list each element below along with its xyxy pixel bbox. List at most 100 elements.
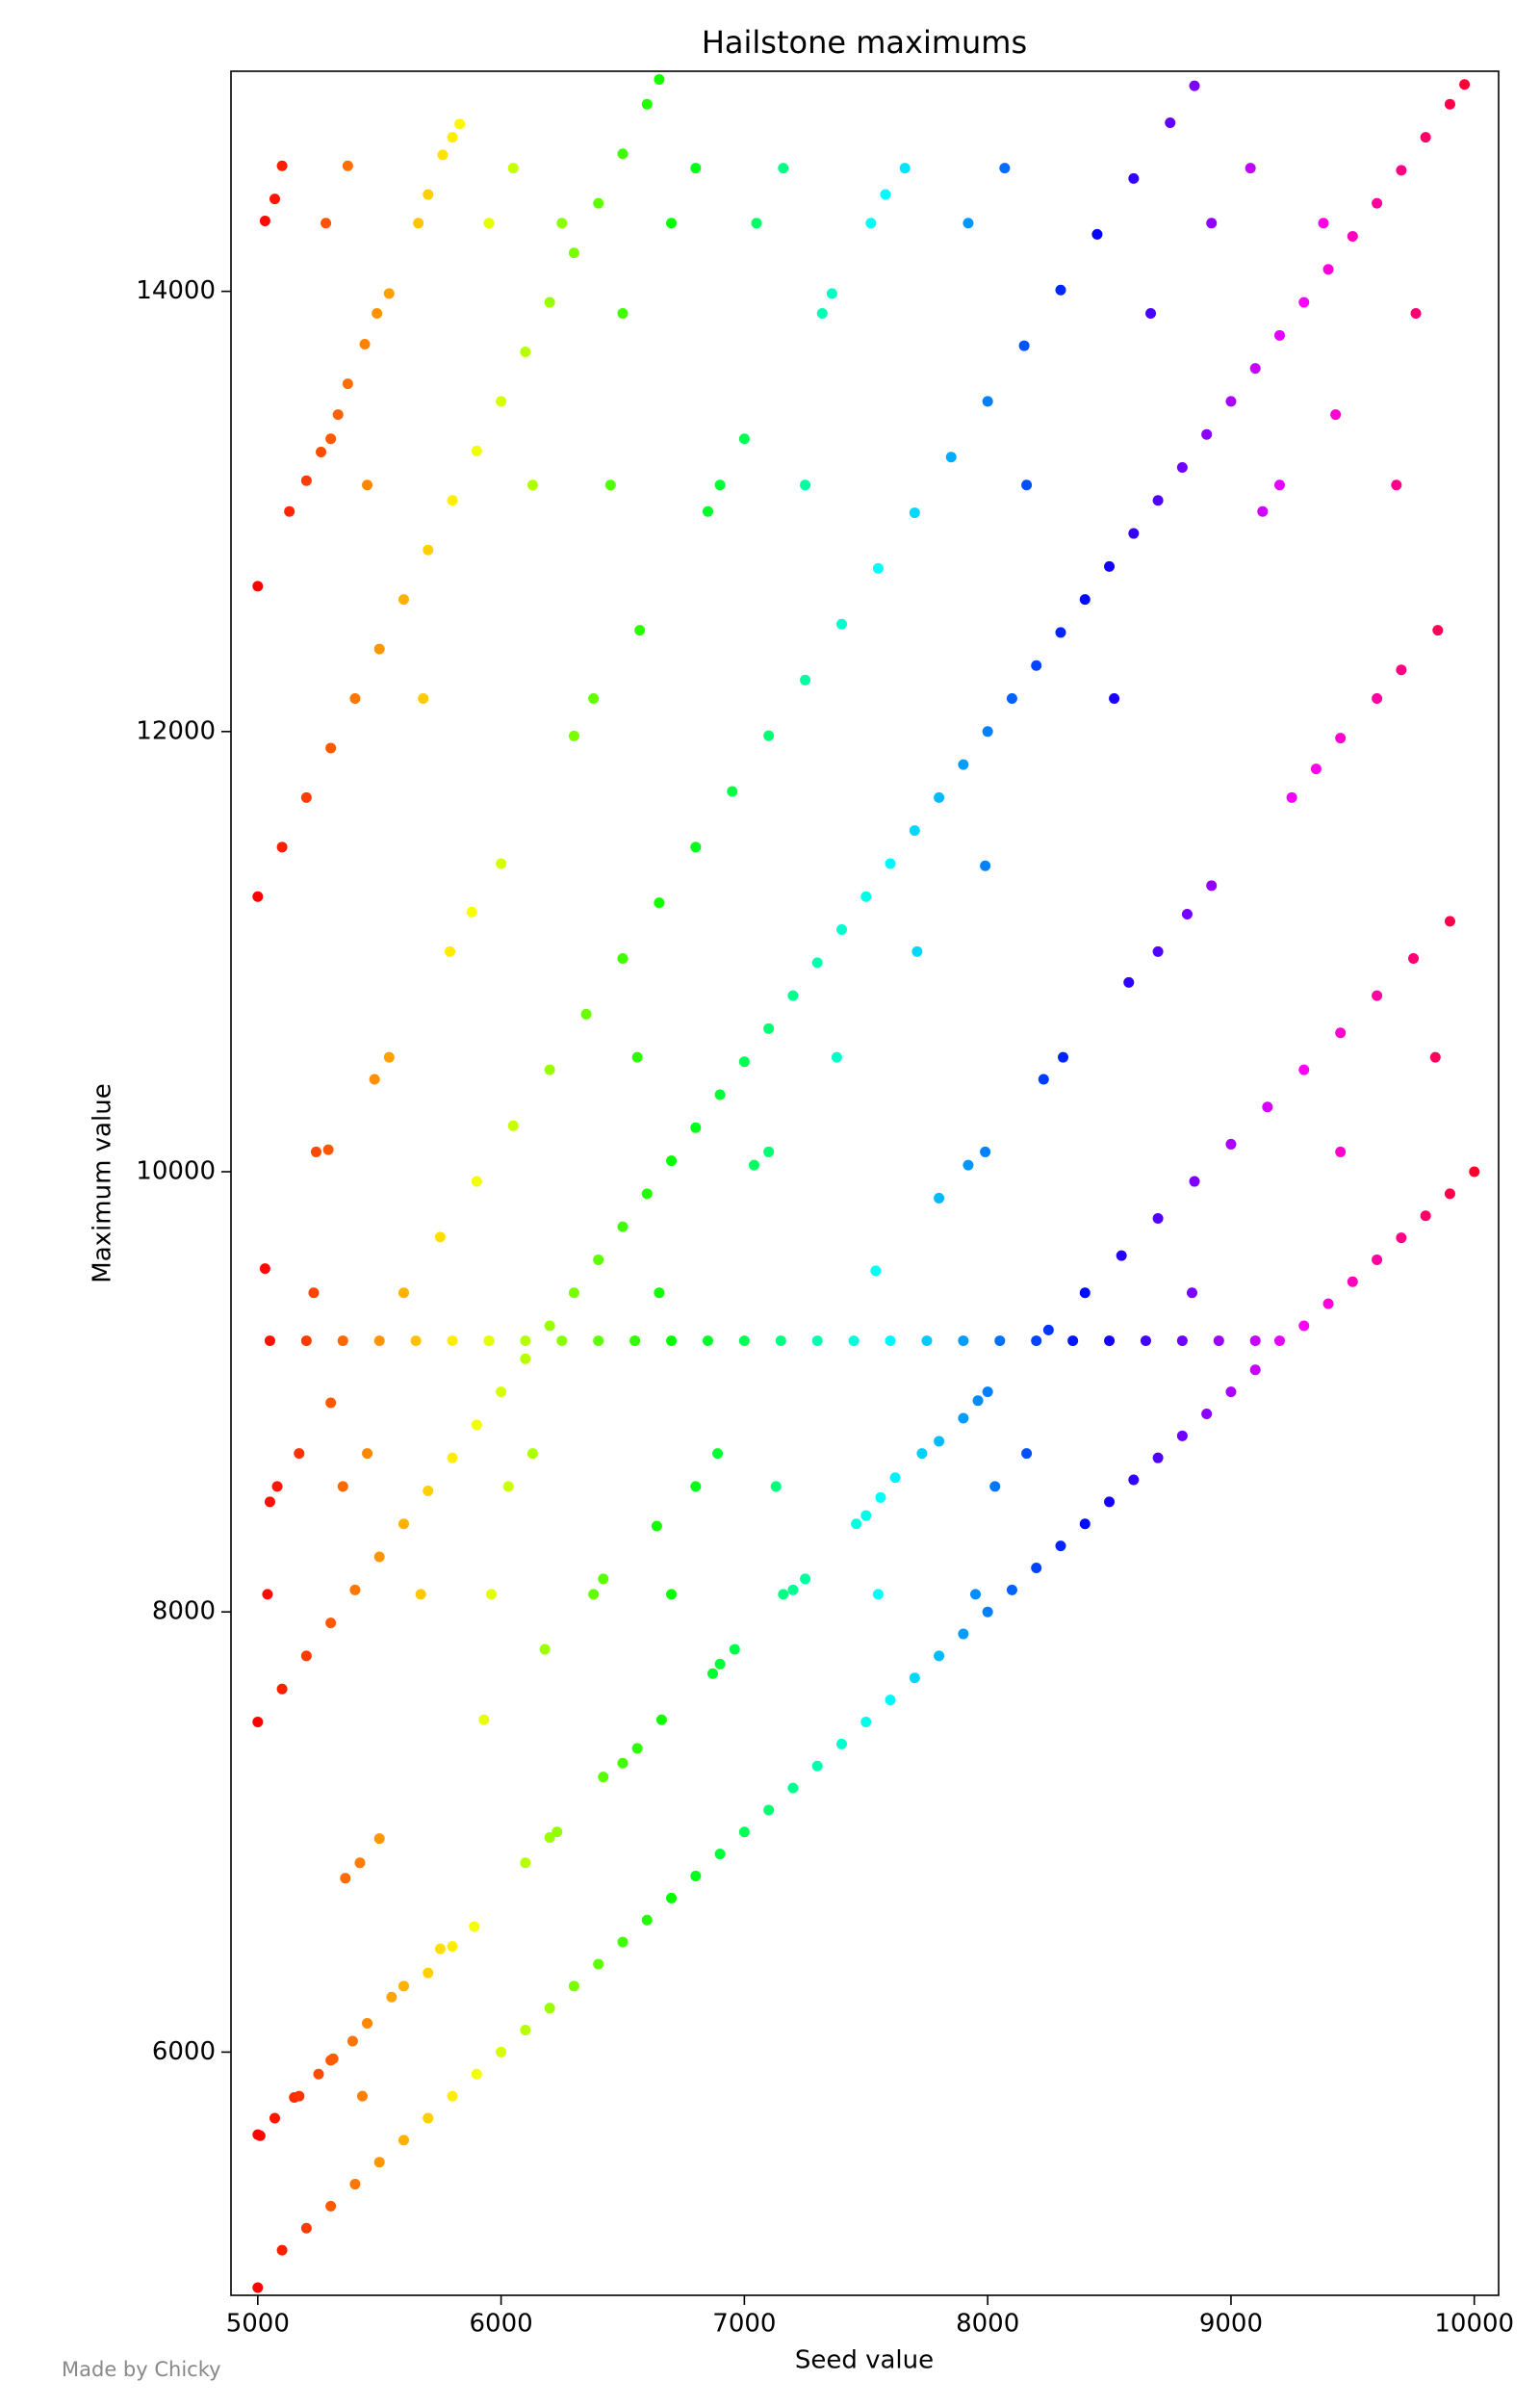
point	[386, 1991, 398, 2003]
point	[1055, 1540, 1066, 1552]
point	[934, 1192, 945, 1204]
point	[1128, 1474, 1140, 1486]
point	[631, 1051, 643, 1063]
point	[972, 1395, 984, 1407]
chart-title: Hailstone maximums	[702, 24, 1027, 61]
point	[544, 1832, 555, 1844]
point	[1459, 79, 1471, 91]
point	[1079, 594, 1091, 606]
point	[1318, 218, 1329, 229]
point	[373, 643, 385, 655]
point	[714, 1089, 726, 1100]
point	[860, 891, 872, 902]
point	[714, 1658, 726, 1669]
point	[641, 1914, 653, 1926]
x-tick-label: 7000	[712, 2310, 776, 2339]
point	[1396, 165, 1407, 176]
point	[588, 693, 600, 705]
point	[1128, 172, 1140, 184]
point	[284, 505, 295, 517]
point	[654, 897, 665, 909]
point	[1286, 791, 1297, 803]
point	[816, 307, 828, 319]
point	[763, 1804, 775, 1816]
point	[373, 2157, 385, 2168]
point	[1055, 284, 1066, 296]
point	[362, 479, 373, 491]
point	[373, 1833, 385, 1845]
point	[778, 163, 789, 174]
point	[373, 1551, 385, 1563]
point	[264, 1335, 275, 1347]
point	[254, 2130, 266, 2141]
point	[349, 1584, 361, 1595]
footer-note: Made by Chicky	[62, 2358, 221, 2381]
point	[346, 2035, 358, 2047]
point	[423, 1967, 434, 1979]
point	[526, 479, 538, 491]
point	[316, 446, 327, 457]
point	[702, 1335, 713, 1347]
point	[423, 189, 434, 200]
point	[1067, 1335, 1079, 1347]
point	[300, 1650, 312, 1662]
point	[383, 1051, 395, 1063]
point	[1201, 1408, 1213, 1419]
point	[1213, 1335, 1224, 1347]
point	[496, 858, 507, 869]
point	[423, 2112, 434, 2124]
point	[483, 1335, 495, 1347]
point	[835, 924, 847, 936]
point	[690, 1871, 702, 1882]
point	[593, 1335, 604, 1347]
point	[568, 730, 579, 741]
point	[958, 1412, 969, 1424]
point	[1189, 80, 1200, 91]
point	[369, 1074, 380, 1085]
point	[1206, 880, 1218, 892]
point	[325, 2200, 337, 2212]
point	[270, 2112, 281, 2124]
point	[1079, 1518, 1091, 1530]
point	[471, 445, 482, 456]
point	[1273, 1335, 1285, 1347]
point	[1055, 627, 1066, 638]
point	[580, 1008, 592, 1020]
point	[770, 1481, 782, 1492]
point	[469, 1921, 480, 1932]
point	[1444, 916, 1455, 927]
point	[454, 118, 466, 130]
point	[1391, 479, 1402, 491]
point	[1347, 230, 1358, 242]
point	[1396, 664, 1407, 676]
point	[690, 1481, 702, 1492]
point	[909, 507, 920, 519]
point	[641, 1188, 653, 1200]
point	[1249, 1364, 1261, 1376]
point	[899, 163, 911, 174]
point	[870, 1265, 882, 1277]
point	[655, 1714, 667, 1725]
point	[1165, 116, 1176, 128]
point	[1104, 560, 1116, 572]
point	[666, 1155, 678, 1167]
point	[835, 618, 847, 630]
point	[702, 505, 713, 517]
point	[445, 945, 456, 957]
point	[310, 1146, 321, 1157]
point	[357, 2090, 369, 2102]
point	[413, 218, 424, 229]
point	[325, 433, 337, 445]
point	[1225, 1138, 1237, 1150]
point	[1104, 1335, 1116, 1347]
point	[552, 1826, 563, 1838]
point	[1152, 945, 1164, 957]
point	[617, 952, 629, 964]
point	[1335, 1027, 1347, 1039]
point	[875, 1491, 886, 1503]
point	[738, 1056, 750, 1068]
point	[1396, 1232, 1407, 1244]
point	[1006, 693, 1017, 705]
point	[1152, 495, 1164, 506]
